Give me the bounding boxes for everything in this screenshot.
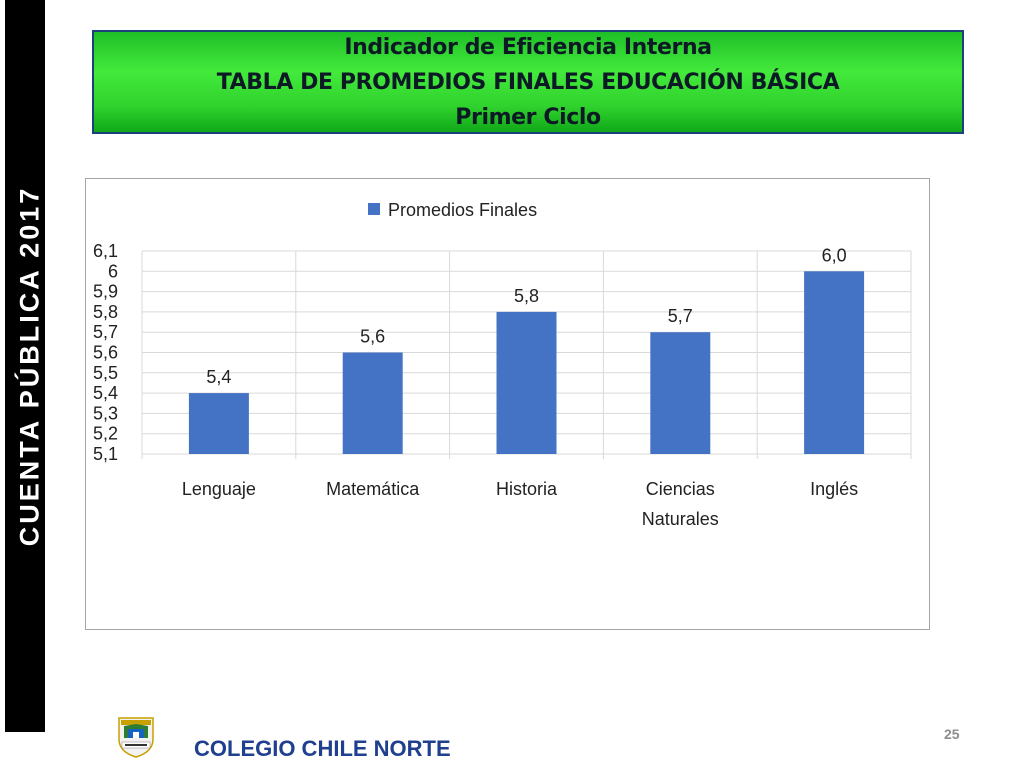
school-name: COLEGIO CHILE NORTE	[194, 736, 451, 761]
x-tick-label: Lenguaje	[182, 479, 256, 499]
bar-chart: 5,15,25,35,45,55,65,75,85,966,15,45,65,8…	[93, 200, 912, 529]
data-label: 5,8	[514, 286, 539, 306]
y-tick-label: 5,4	[93, 383, 118, 403]
y-tick-label: 5,9	[93, 282, 118, 302]
bar	[188, 393, 249, 454]
x-tick-label: Ciencias	[646, 479, 715, 499]
y-tick-label: 5,5	[93, 363, 118, 383]
y-tick-label: 5,2	[93, 424, 118, 444]
y-tick-label: 5,3	[93, 403, 118, 423]
x-tick-label: Matemática	[326, 479, 420, 499]
school-crest-icon	[118, 717, 154, 758]
bar	[650, 332, 711, 454]
y-tick-label: 6,1	[93, 241, 118, 261]
y-tick-label: 5,7	[93, 322, 118, 342]
page-number: 25	[944, 726, 960, 742]
bar	[496, 311, 557, 454]
legend-swatch	[368, 203, 380, 215]
legend-label: Promedios Finales	[388, 200, 537, 220]
title-line-3: Primer Ciclo	[455, 104, 601, 130]
data-label: 5,7	[668, 306, 693, 326]
title-box: Indicador de Eficiencia Interna TABLA DE…	[92, 30, 964, 134]
y-tick-label: 5,1	[93, 444, 118, 464]
data-label: 5,4	[206, 367, 231, 387]
data-label: 5,6	[360, 327, 385, 347]
x-tick-label: Inglés	[810, 479, 858, 499]
y-tick-label: 5,8	[93, 302, 118, 322]
y-tick-label: 5,6	[93, 343, 118, 363]
title-line-1: Indicador de Eficiencia Interna	[344, 34, 712, 60]
x-tick-label: Historia	[496, 479, 558, 499]
chart-area: 5,1 5,2 5,3 5,4 5,5 5,6 5,7 5,8 5,9 6 6,1 5,4 5,6 5,8…	[85, 178, 930, 630]
bar	[804, 271, 865, 454]
title-line-2: TABLA DE PROMEDIOS FINALES EDUCACIÓN BÁS…	[216, 69, 840, 95]
data-label: 6,0	[822, 245, 847, 265]
x-tick-label: Naturales	[642, 509, 719, 529]
y-tick-label: 6	[108, 261, 118, 281]
bar	[342, 352, 403, 454]
side-banner-text: CUENTA PÚBLICA 2017	[14, 185, 45, 547]
side-banner: CUENTA PÚBLICA 2017	[5, 0, 45, 732]
